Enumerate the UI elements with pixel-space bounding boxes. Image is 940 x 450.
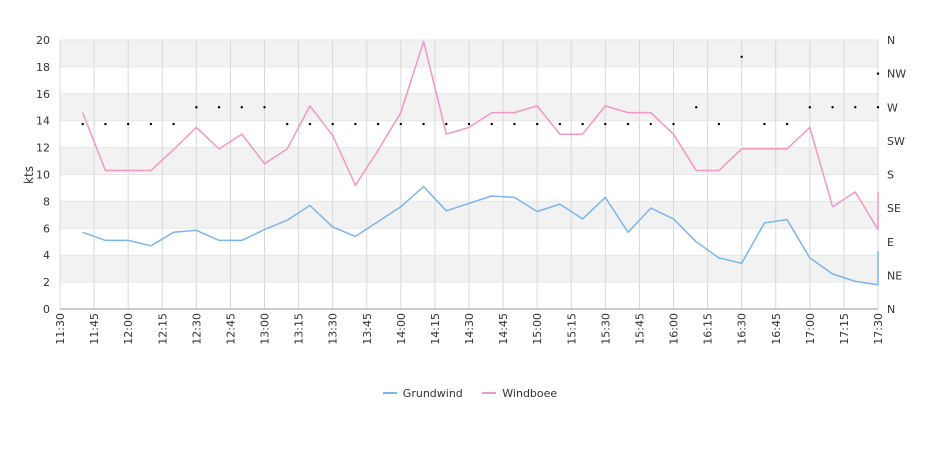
point-windrichtung <box>126 122 130 126</box>
x-tick-label: 16:15 <box>702 313 715 345</box>
point-windrichtung <box>286 122 289 126</box>
x-tick-label: 13:45 <box>361 313 374 345</box>
point-windrichtung <box>785 122 789 126</box>
point-windrichtung <box>263 106 266 109</box>
point-windrichtung <box>672 122 675 126</box>
x-tick-label: 12:15 <box>156 313 169 345</box>
y-tick-label: 2 <box>43 276 50 289</box>
y-tick-label: 18 <box>36 61 50 74</box>
point-windrichtung <box>876 106 880 109</box>
y-axis-title: kts <box>22 166 36 184</box>
point-windrichtung <box>376 122 380 126</box>
x-tick-label: 15:45 <box>633 313 646 345</box>
point-windrichtung <box>808 106 812 109</box>
legend-item-windboee[interactable]: Windboee <box>482 387 557 400</box>
y-tick-label: 0 <box>43 303 50 316</box>
y-tick-label: 14 <box>36 115 50 128</box>
point-windrichtung <box>535 122 539 126</box>
x-tick-label: 14:45 <box>497 313 510 345</box>
direction-tick-label: N <box>887 34 895 47</box>
x-tick-label: 15:15 <box>565 313 578 345</box>
point-windrichtung <box>467 122 471 126</box>
y-tick-label: 4 <box>43 249 50 262</box>
x-tick-label: 14:00 <box>395 313 408 345</box>
y-tick-label: 10 <box>36 169 50 182</box>
point-windrichtung <box>604 122 607 126</box>
point-windrichtung <box>422 122 425 126</box>
point-windrichtung <box>558 122 562 126</box>
point-windrichtung <box>240 106 243 109</box>
x-axis: 11:30 11:45 12:00 12:15 12:30 12:45 13:00 13:15… <box>54 308 885 345</box>
point-windrichtung <box>854 106 857 109</box>
x-tick-label: 12:00 <box>122 313 135 345</box>
series-line-grundwind <box>82 185 879 286</box>
x-tick-label: 11:45 <box>88 313 101 345</box>
x-tick-label: 15:00 <box>531 313 544 345</box>
x-tick-label: 17:00 <box>804 313 817 345</box>
x-tick-label: 14:30 <box>463 313 476 345</box>
legend-item-grundwind[interactable]: Grundwind <box>382 386 463 400</box>
point-windrichtung <box>354 122 357 126</box>
legend-swatch-windboee <box>482 392 497 394</box>
x-tick-label: 14:15 <box>429 313 442 345</box>
y-tick-label: 8 <box>43 195 50 208</box>
y-tick-label: 16 <box>36 88 50 101</box>
legend-label-grundwind: Grundwind <box>402 386 463 400</box>
x-tick-label: 12:45 <box>224 313 237 345</box>
point-windrichtung <box>104 122 107 126</box>
x-tick-label: 13:00 <box>259 313 272 345</box>
y-axis-left: 0 2 4 6 8 10 12 14 16 18 20 <box>36 34 50 316</box>
direction-tick-label: N <box>887 303 895 316</box>
x-tick-label: 16:00 <box>668 313 681 345</box>
direction-tick-label: SW <box>887 135 905 148</box>
x-tick-label: 17:30 <box>872 313 885 345</box>
x-tick-label: 12:30 <box>190 313 203 345</box>
point-windrichtung <box>626 122 630 126</box>
point-windrichtung <box>490 122 493 126</box>
x-tick-label: 11:30 <box>54 313 67 345</box>
x-tick-label: 15:30 <box>599 313 612 345</box>
x-tick-label: 13:15 <box>293 313 306 345</box>
legend-label-windboee: Windboee <box>502 386 558 400</box>
point-windrichtung <box>763 122 766 126</box>
point-windrichtung <box>399 122 403 126</box>
point-windrichtung <box>331 122 334 126</box>
point-windrichtung <box>717 122 721 126</box>
point-windrichtung <box>581 122 584 126</box>
point-windrichtung <box>217 106 221 109</box>
point-windrichtung <box>172 122 175 126</box>
x-tick-label: 16:30 <box>736 313 749 345</box>
direction-tick-label: NE <box>887 269 902 282</box>
series-layer <box>81 40 880 286</box>
point-windrichtung <box>740 55 743 59</box>
legend: Grundwind Windboee <box>0 384 940 400</box>
direction-tick-label: S <box>887 169 894 182</box>
point-windrichtung <box>81 122 84 126</box>
point-windrichtung <box>695 106 698 109</box>
point-windrichtung <box>649 122 652 126</box>
y-tick-label: 20 <box>36 34 50 47</box>
y-tick-label: 6 <box>43 222 50 235</box>
direction-tick-label: SE <box>887 202 901 215</box>
point-windrichtung <box>195 106 198 109</box>
x-tick-label: 13:30 <box>327 313 340 345</box>
x-tick-label: 17:15 <box>838 313 851 345</box>
point-windrichtung <box>308 122 312 126</box>
x-tick-label: 16:45 <box>770 313 783 345</box>
direction-tick-label: NW <box>887 68 906 81</box>
point-windrichtung <box>513 122 516 126</box>
point-windrichtung <box>876 72 880 75</box>
direction-tick-label: W <box>887 101 898 114</box>
y-tick-label: 12 <box>36 142 50 155</box>
point-windrichtung <box>445 122 448 126</box>
direction-tick-label: E <box>887 236 894 249</box>
point-windrichtung <box>149 122 153 126</box>
point-windrichtung <box>831 106 834 109</box>
series-line-windboee <box>82 40 879 231</box>
legend-swatch-grundwind <box>382 392 397 394</box>
y-axis-right: N NE E SE S SW W NW N <box>887 34 906 316</box>
